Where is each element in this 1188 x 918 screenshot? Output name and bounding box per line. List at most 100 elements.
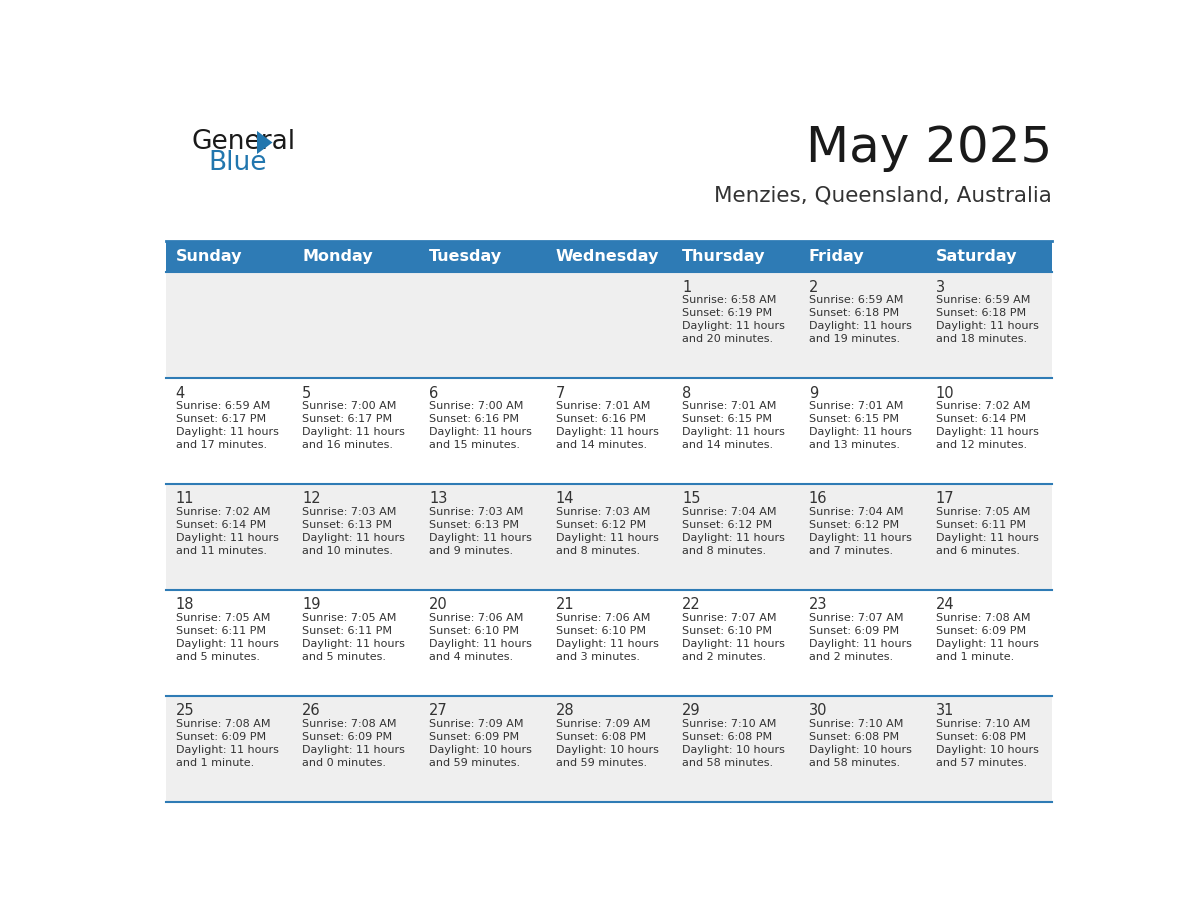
Text: Daylight: 11 hours: Daylight: 11 hours bbox=[809, 427, 911, 437]
Text: Daylight: 11 hours: Daylight: 11 hours bbox=[302, 532, 405, 543]
Text: Sunset: 6:10 PM: Sunset: 6:10 PM bbox=[682, 626, 772, 636]
Text: and 58 minutes.: and 58 minutes. bbox=[682, 757, 773, 767]
Text: and 58 minutes.: and 58 minutes. bbox=[809, 757, 901, 767]
Text: and 59 minutes.: and 59 minutes. bbox=[429, 757, 520, 767]
Text: Daylight: 11 hours: Daylight: 11 hours bbox=[176, 427, 278, 437]
Text: Sunrise: 7:04 AM: Sunrise: 7:04 AM bbox=[682, 507, 777, 517]
Text: Daylight: 11 hours: Daylight: 11 hours bbox=[936, 639, 1038, 649]
Text: Sunrise: 7:10 AM: Sunrise: 7:10 AM bbox=[682, 719, 777, 729]
Text: Monday: Monday bbox=[302, 249, 373, 264]
Text: Sunset: 6:12 PM: Sunset: 6:12 PM bbox=[556, 520, 646, 530]
Text: 2: 2 bbox=[809, 280, 819, 295]
Text: Sunset: 6:10 PM: Sunset: 6:10 PM bbox=[556, 626, 645, 636]
Text: Sunset: 6:08 PM: Sunset: 6:08 PM bbox=[682, 732, 772, 742]
Text: and 20 minutes.: and 20 minutes. bbox=[682, 334, 773, 343]
Text: Sunrise: 7:04 AM: Sunrise: 7:04 AM bbox=[809, 507, 903, 517]
Text: and 10 minutes.: and 10 minutes. bbox=[302, 545, 393, 555]
Text: Sunset: 6:15 PM: Sunset: 6:15 PM bbox=[809, 414, 899, 424]
Text: 18: 18 bbox=[176, 598, 194, 612]
Text: Sunrise: 7:01 AM: Sunrise: 7:01 AM bbox=[809, 401, 903, 411]
Text: Daylight: 11 hours: Daylight: 11 hours bbox=[429, 639, 532, 649]
Text: Sunset: 6:08 PM: Sunset: 6:08 PM bbox=[936, 732, 1025, 742]
Text: Daylight: 11 hours: Daylight: 11 hours bbox=[682, 427, 785, 437]
Text: 30: 30 bbox=[809, 703, 827, 719]
Text: Sunset: 6:13 PM: Sunset: 6:13 PM bbox=[429, 520, 519, 530]
Text: 12: 12 bbox=[302, 491, 321, 507]
Text: and 19 minutes.: and 19 minutes. bbox=[809, 334, 901, 343]
Text: Sunrise: 7:06 AM: Sunrise: 7:06 AM bbox=[429, 613, 524, 622]
Text: and 3 minutes.: and 3 minutes. bbox=[556, 652, 639, 662]
Text: Sunrise: 7:01 AM: Sunrise: 7:01 AM bbox=[556, 401, 650, 411]
Text: and 9 minutes.: and 9 minutes. bbox=[429, 545, 513, 555]
Text: 23: 23 bbox=[809, 598, 827, 612]
Text: and 8 minutes.: and 8 minutes. bbox=[556, 545, 639, 555]
Bar bbox=[165, 589, 1053, 696]
Text: 13: 13 bbox=[429, 491, 448, 507]
Text: Friday: Friday bbox=[809, 249, 865, 264]
Text: Daylight: 11 hours: Daylight: 11 hours bbox=[302, 427, 405, 437]
Text: Daylight: 11 hours: Daylight: 11 hours bbox=[176, 639, 278, 649]
Text: Daylight: 11 hours: Daylight: 11 hours bbox=[556, 532, 658, 543]
Text: Daylight: 11 hours: Daylight: 11 hours bbox=[556, 427, 658, 437]
Text: 19: 19 bbox=[302, 598, 321, 612]
Text: Sunrise: 6:59 AM: Sunrise: 6:59 AM bbox=[176, 401, 270, 411]
Bar bbox=[672, 241, 798, 272]
Text: Sunrise: 7:07 AM: Sunrise: 7:07 AM bbox=[682, 613, 777, 622]
Text: Daylight: 11 hours: Daylight: 11 hours bbox=[176, 532, 278, 543]
Text: 16: 16 bbox=[809, 491, 827, 507]
Text: Sunrise: 6:59 AM: Sunrise: 6:59 AM bbox=[809, 295, 903, 305]
Text: 6: 6 bbox=[429, 386, 438, 400]
Text: and 13 minutes.: and 13 minutes. bbox=[809, 440, 901, 450]
Text: Sunrise: 7:08 AM: Sunrise: 7:08 AM bbox=[302, 719, 397, 729]
Text: May 2025: May 2025 bbox=[805, 124, 1053, 172]
Text: Sunset: 6:09 PM: Sunset: 6:09 PM bbox=[302, 732, 392, 742]
Text: Sunrise: 7:10 AM: Sunrise: 7:10 AM bbox=[936, 719, 1030, 729]
Polygon shape bbox=[257, 131, 272, 154]
Text: and 0 minutes.: and 0 minutes. bbox=[302, 757, 386, 767]
Text: Sunset: 6:10 PM: Sunset: 6:10 PM bbox=[429, 626, 519, 636]
Text: Sunset: 6:11 PM: Sunset: 6:11 PM bbox=[936, 520, 1025, 530]
Text: and 5 minutes.: and 5 minutes. bbox=[302, 652, 386, 662]
Text: Blue: Blue bbox=[208, 151, 266, 176]
Text: Daylight: 10 hours: Daylight: 10 hours bbox=[429, 744, 532, 755]
Text: Daylight: 11 hours: Daylight: 11 hours bbox=[556, 639, 658, 649]
Text: Wednesday: Wednesday bbox=[556, 249, 659, 264]
Text: Sunset: 6:13 PM: Sunset: 6:13 PM bbox=[302, 520, 392, 530]
Text: Daylight: 11 hours: Daylight: 11 hours bbox=[682, 639, 785, 649]
Text: and 2 minutes.: and 2 minutes. bbox=[809, 652, 893, 662]
Text: and 1 minute.: and 1 minute. bbox=[936, 652, 1013, 662]
Text: 1: 1 bbox=[682, 280, 691, 295]
Text: and 6 minutes.: and 6 minutes. bbox=[936, 545, 1019, 555]
Text: and 14 minutes.: and 14 minutes. bbox=[682, 440, 773, 450]
Text: General: General bbox=[191, 129, 296, 155]
Text: Sunset: 6:14 PM: Sunset: 6:14 PM bbox=[176, 520, 266, 530]
Bar bbox=[165, 272, 1053, 378]
Text: 28: 28 bbox=[556, 703, 574, 719]
Text: Sunrise: 7:02 AM: Sunrise: 7:02 AM bbox=[176, 507, 270, 517]
Text: 29: 29 bbox=[682, 703, 701, 719]
Text: Daylight: 11 hours: Daylight: 11 hours bbox=[936, 320, 1038, 330]
Text: and 1 minute.: and 1 minute. bbox=[176, 757, 254, 767]
Text: Sunset: 6:08 PM: Sunset: 6:08 PM bbox=[809, 732, 899, 742]
Text: Tuesday: Tuesday bbox=[429, 249, 503, 264]
Text: Daylight: 11 hours: Daylight: 11 hours bbox=[936, 532, 1038, 543]
Text: and 18 minutes.: and 18 minutes. bbox=[936, 334, 1026, 343]
Text: Sunset: 6:19 PM: Sunset: 6:19 PM bbox=[682, 308, 772, 318]
Text: 26: 26 bbox=[302, 703, 321, 719]
Text: and 4 minutes.: and 4 minutes. bbox=[429, 652, 513, 662]
Text: 27: 27 bbox=[429, 703, 448, 719]
Text: Sunset: 6:11 PM: Sunset: 6:11 PM bbox=[302, 626, 392, 636]
Text: Sunrise: 7:07 AM: Sunrise: 7:07 AM bbox=[809, 613, 903, 622]
Text: Daylight: 11 hours: Daylight: 11 hours bbox=[429, 427, 532, 437]
Text: Sunset: 6:17 PM: Sunset: 6:17 PM bbox=[302, 414, 392, 424]
Bar bbox=[165, 484, 1053, 589]
Text: Sunset: 6:09 PM: Sunset: 6:09 PM bbox=[429, 732, 519, 742]
Text: Sunset: 6:09 PM: Sunset: 6:09 PM bbox=[176, 732, 266, 742]
Bar bbox=[165, 241, 292, 272]
Text: Daylight: 10 hours: Daylight: 10 hours bbox=[809, 744, 911, 755]
Text: and 17 minutes.: and 17 minutes. bbox=[176, 440, 267, 450]
Text: Sunrise: 6:59 AM: Sunrise: 6:59 AM bbox=[936, 295, 1030, 305]
Text: 17: 17 bbox=[936, 491, 954, 507]
Text: and 8 minutes.: and 8 minutes. bbox=[682, 545, 766, 555]
Text: Sunrise: 7:05 AM: Sunrise: 7:05 AM bbox=[176, 613, 270, 622]
